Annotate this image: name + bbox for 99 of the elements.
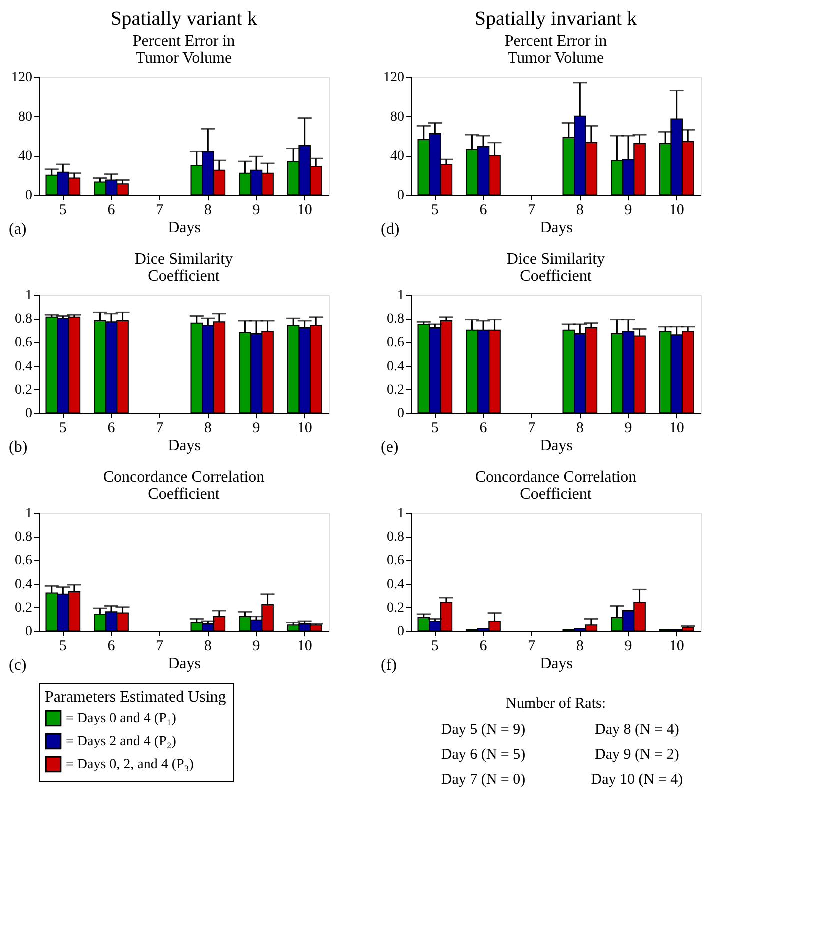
x-axis-title: Days <box>168 656 201 672</box>
text: Day 8 (N = 4) <box>595 722 680 738</box>
legend-label: = Days 0 and 4 (P₁) <box>66 712 177 726</box>
legend-label: = Days 0, 2, and 4 (P₃) <box>66 758 194 772</box>
chart-title: Spatially invariant k <box>474 8 638 30</box>
x-tick-label: 6 <box>480 202 488 218</box>
x-tick-label: 7 <box>528 420 536 436</box>
y-tick-label: 0.2 <box>15 382 32 398</box>
text: (f) <box>381 657 397 674</box>
chart-title: Dice Similarity Coefficient <box>134 251 234 285</box>
text: Day 9 (N = 2) <box>595 747 680 763</box>
text: (b) <box>9 439 28 456</box>
chart-title: Spatially variant k <box>110 8 258 30</box>
chart-title: Concordance Correlation Coefficient <box>475 469 637 503</box>
y-tick-label: 0.6 <box>387 336 404 351</box>
x-tick-label: 8 <box>204 202 212 218</box>
y-tick-label: 80 <box>18 110 32 125</box>
y-tick-label: 0.2 <box>15 600 32 616</box>
x-tick-label: 10 <box>669 202 684 218</box>
y-tick-label: 120 <box>12 70 32 86</box>
y-tick-label: 0.2 <box>387 382 404 398</box>
y-tick-label: 0.8 <box>15 312 32 328</box>
y-tick-label: 1 <box>398 288 404 304</box>
y-tick-label: 0 <box>26 188 32 204</box>
x-tick-label: 7 <box>528 202 536 218</box>
x-tick-label: 8 <box>204 638 212 654</box>
text: (d) <box>381 221 400 238</box>
x-tick-label: 6 <box>108 638 116 654</box>
x-tick-label: 9 <box>252 202 260 218</box>
text: Day 7 (N = 0) <box>441 772 526 788</box>
y-tick-label: 1 <box>26 288 32 304</box>
legend-title: Parameters Estimated Using <box>45 689 226 706</box>
x-tick-label: 8 <box>576 638 584 654</box>
y-tick-label: 0.8 <box>15 530 32 546</box>
y-tick-label: 0.2 <box>387 600 404 616</box>
y-tick-label: 0.4 <box>387 359 404 374</box>
x-tick-label: 9 <box>624 638 632 654</box>
chart-subtitle: Percent Error in Tumor Volume <box>132 33 236 67</box>
x-tick-label: 10 <box>297 638 312 654</box>
x-tick-label: 5 <box>59 202 67 218</box>
x-axis-title: Days <box>168 438 201 454</box>
y-tick-label: 0.6 <box>15 554 32 569</box>
chart-title: Concordance Correlation Coefficient <box>103 469 265 503</box>
chart-title: Dice Similarity Coefficient <box>506 251 606 285</box>
y-tick-label: 0.6 <box>15 336 32 351</box>
x-tick-label: 7 <box>156 638 164 654</box>
y-tick-label: 0 <box>26 406 32 422</box>
y-tick-label: 0 <box>26 624 32 640</box>
y-tick-label: 0.4 <box>15 577 32 592</box>
x-axis-title: Days <box>540 220 573 236</box>
x-tick-label: 5 <box>431 202 439 218</box>
chart-subtitle: Percent Error in Tumor Volume <box>504 33 608 67</box>
x-tick-label: 10 <box>669 420 684 436</box>
y-tick-label: 0 <box>398 406 404 422</box>
y-tick-label: 0 <box>398 188 404 204</box>
x-tick-label: 7 <box>528 638 536 654</box>
legend-label: = Days 2 and 4 (P₂) <box>66 734 177 750</box>
x-tick-label: 10 <box>669 638 684 654</box>
y-tick-label: 0.6 <box>387 554 404 569</box>
x-axis-title: Days <box>540 656 573 672</box>
y-tick-label: 80 <box>390 110 404 125</box>
x-axis-title: Days <box>168 220 201 236</box>
y-tick-label: 40 <box>390 149 404 164</box>
text: (a) <box>9 221 27 238</box>
y-tick-label: 0.4 <box>15 359 32 374</box>
x-tick-label: 9 <box>252 420 260 436</box>
text: Number of Rats: <box>506 696 606 712</box>
x-tick-label: 7 <box>156 420 164 436</box>
x-tick-label: 8 <box>204 420 212 436</box>
text: Day 10 (N = 4) <box>591 772 684 788</box>
x-axis-title: Days <box>540 438 573 454</box>
text: (c) <box>9 657 27 674</box>
x-tick-label: 5 <box>431 638 439 654</box>
y-tick-label: 120 <box>384 70 404 86</box>
x-tick-label: 6 <box>480 638 488 654</box>
x-tick-label: 9 <box>624 202 632 218</box>
x-tick-label: 7 <box>156 202 164 218</box>
text: (e) <box>381 439 399 456</box>
y-tick-label: 0.8 <box>387 530 404 546</box>
y-tick-label: 40 <box>18 149 32 164</box>
x-tick-label: 5 <box>431 420 439 436</box>
x-tick-label: 6 <box>108 420 116 436</box>
y-tick-label: 0.8 <box>387 312 404 328</box>
x-tick-label: 5 <box>59 420 67 436</box>
x-tick-label: 9 <box>624 420 632 436</box>
x-tick-label: 6 <box>108 202 116 218</box>
x-tick-label: 8 <box>576 420 584 436</box>
x-tick-label: 10 <box>297 420 312 436</box>
y-tick-label: 1 <box>398 506 404 522</box>
x-tick-label: 10 <box>297 202 312 218</box>
text: Day 6 (N = 5) <box>441 747 526 763</box>
x-tick-label: 5 <box>59 638 67 654</box>
y-tick-label: 1 <box>26 506 32 522</box>
x-tick-label: 8 <box>576 202 584 218</box>
y-tick-label: 0.4 <box>387 577 404 592</box>
y-tick-label: 0 <box>398 624 404 640</box>
x-tick-label: 6 <box>480 420 488 436</box>
x-tick-label: 9 <box>252 638 260 654</box>
text: Day 5 (N = 9) <box>441 722 526 738</box>
